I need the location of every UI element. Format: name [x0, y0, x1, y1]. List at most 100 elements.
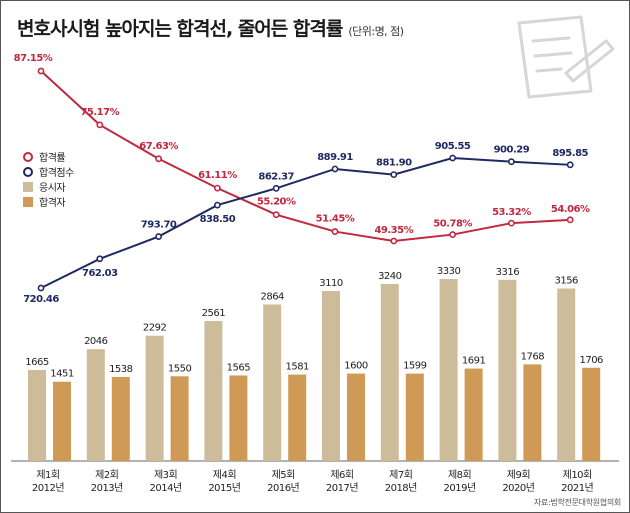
bar-passers-10 — [582, 367, 601, 461]
x-tick-year-10: 2021년 — [561, 482, 593, 494]
label-passers-10: 1706 — [579, 355, 603, 366]
x-tick-round-7: 제7회 — [389, 469, 412, 481]
label-applicants-6: 3110 — [319, 278, 343, 289]
point-rate-1 — [37, 67, 45, 75]
point-score-6 — [331, 165, 339, 173]
label-score-2: 762.03 — [82, 268, 118, 279]
label-passers-2: 1538 — [109, 364, 133, 375]
label-score-1: 720.46 — [23, 294, 59, 305]
x-tick-year-7: 2018년 — [385, 482, 417, 494]
label-passers-8: 1691 — [462, 356, 486, 367]
legend-marker-rate — [23, 152, 33, 162]
label-passers-3: 1550 — [168, 363, 192, 374]
label-rate-9: 53.32% — [492, 207, 531, 218]
label-rate-6: 51.45% — [316, 214, 355, 225]
title-row: 변호사시험 높아지는 합격선, 줄어든 합격률 (단위:명, 점) — [17, 14, 404, 41]
x-tick-year-1: 2012년 — [32, 482, 64, 494]
label-applicants-3: 2292 — [143, 323, 167, 334]
label-applicants-9: 3316 — [496, 267, 520, 278]
label-rate-5: 55.20% — [257, 197, 296, 208]
label-applicants-10: 3156 — [554, 276, 578, 287]
legend-label-2: 합격점수 — [39, 166, 74, 179]
label-applicants-1: 1665 — [25, 357, 49, 368]
label-rate-10: 54.06% — [551, 204, 590, 215]
label-passers-4: 1565 — [227, 362, 251, 373]
label-passers-6: 1600 — [344, 361, 368, 372]
point-score-3 — [155, 233, 162, 240]
label-score-9: 900.29 — [494, 145, 530, 156]
label-applicants-8: 3330 — [437, 266, 461, 277]
x-tick-round-3: 제3회 — [154, 469, 177, 481]
label-rate-4: 61.11% — [198, 170, 237, 181]
series-line-rate — [40, 70, 571, 243]
point-rate-10 — [566, 216, 574, 224]
label-score-5: 862.37 — [258, 171, 294, 182]
point-score-4 — [213, 201, 221, 209]
x-tick-year-3: 2014년 — [150, 482, 182, 494]
x-tick-round-8: 제8회 — [448, 469, 471, 481]
legend-label-4: 합격자 — [39, 196, 65, 209]
x-tick-year-9: 2020년 — [502, 482, 534, 494]
label-rate-7: 49.35% — [374, 225, 413, 236]
bar-applicants-10 — [557, 288, 576, 461]
unit-label: (단위:명, 점) — [348, 25, 404, 38]
bar-passers-7 — [405, 373, 424, 461]
bar-passers-8 — [464, 368, 483, 461]
bar-applicants-7 — [380, 283, 399, 461]
point-score-10 — [566, 161, 574, 169]
x-tick-round-9: 제9회 — [507, 469, 530, 481]
point-score-2 — [96, 255, 104, 263]
bar-passers-3 — [170, 376, 189, 461]
point-score-8 — [449, 154, 456, 162]
source-note: 자료:법학전문대학원협의회 — [533, 498, 621, 507]
bar-passers-6 — [347, 373, 365, 461]
document-icon — [517, 15, 593, 99]
legend-label-1: 합격률 — [39, 151, 65, 164]
x-tick-round-10: 제10회 — [563, 469, 592, 481]
point-rate-5 — [272, 211, 280, 219]
point-rate-6 — [331, 228, 339, 235]
label-passers-9: 1768 — [521, 351, 545, 362]
chart-title: 변호사시험 높아지는 합격선, 줄어든 합격률 — [17, 18, 343, 40]
x-tick-year-5: 2016년 — [267, 482, 299, 494]
bar-applicants-8 — [439, 279, 458, 461]
point-rate-7 — [390, 237, 398, 245]
bar-applicants-1 — [28, 370, 46, 461]
label-score-7: 881.90 — [376, 158, 412, 169]
label-applicants-2: 2046 — [84, 336, 108, 347]
point-rate-2 — [96, 121, 104, 129]
legend-marker-passers — [23, 197, 33, 207]
legend-marker-applicants — [23, 182, 33, 192]
bar-applicants-5 — [263, 304, 282, 461]
label-passers-7: 1599 — [403, 361, 427, 372]
point-score-1 — [37, 284, 45, 292]
x-tick-year-2: 2013년 — [91, 482, 123, 494]
label-score-10: 895.85 — [552, 148, 588, 159]
point-score-9 — [507, 158, 515, 166]
x-tick-round-2: 제2회 — [95, 469, 118, 481]
x-tick-round-1: 제1회 — [36, 469, 59, 481]
label-score-4: 838.50 — [200, 214, 236, 225]
bar-passers-5 — [288, 374, 307, 461]
x-tick-round-6: 제6회 — [330, 469, 353, 481]
point-rate-8 — [449, 231, 456, 238]
x-tick-round-5: 제5회 — [272, 469, 295, 481]
bar-passers-1 — [53, 381, 71, 461]
label-rate-1: 87.15% — [14, 53, 53, 64]
label-applicants-5: 2864 — [260, 291, 284, 302]
legend-marker-score — [23, 167, 33, 177]
label-passers-5: 1581 — [285, 362, 309, 373]
label-applicants-7: 3240 — [378, 271, 402, 282]
label-rate-3: 67.63% — [139, 141, 178, 152]
x-tick-round-4: 제4회 — [213, 469, 236, 481]
bar-applicants-2 — [86, 349, 105, 461]
bar-passers-9 — [523, 364, 542, 461]
label-applicants-4: 2561 — [202, 308, 226, 319]
bar-applicants-4 — [204, 321, 223, 461]
label-score-3: 793.70 — [141, 220, 177, 231]
bar-passers-4 — [229, 375, 248, 461]
point-score-5 — [272, 184, 280, 192]
legend-label-3: 응시자 — [39, 182, 65, 194]
